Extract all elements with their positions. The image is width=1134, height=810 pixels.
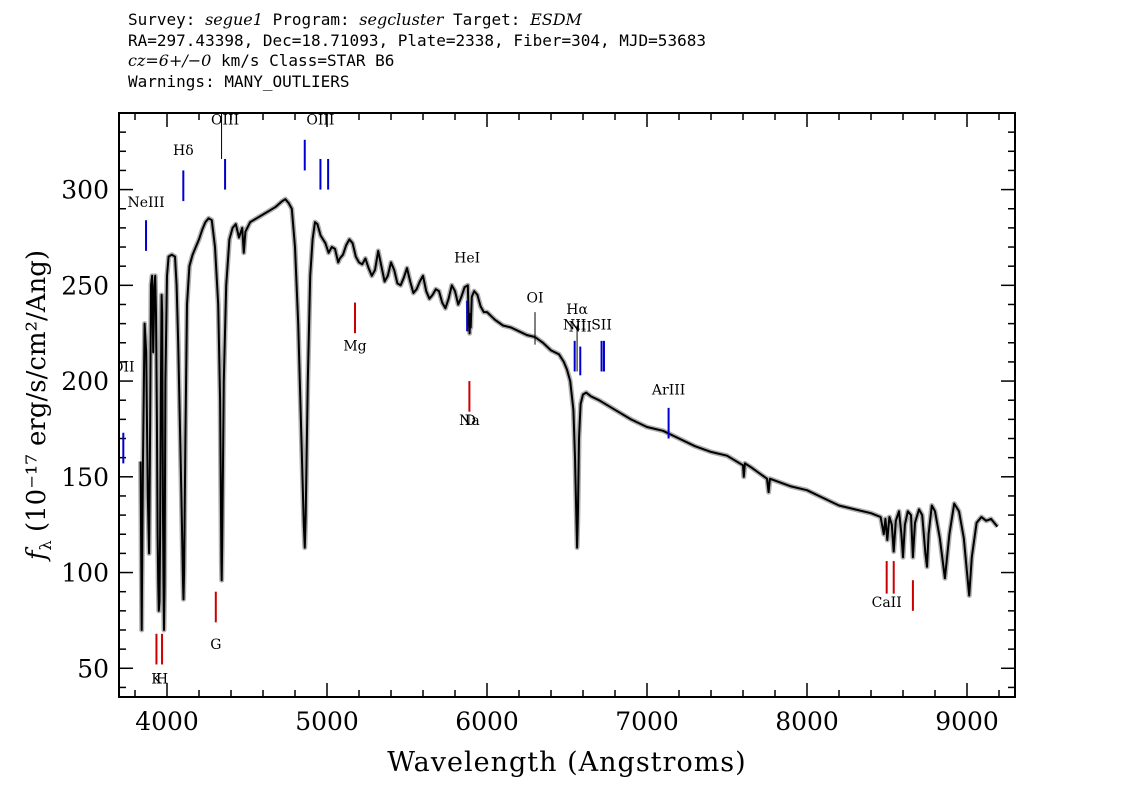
plot-frame	[118, 112, 1016, 698]
emission-label: NII	[563, 317, 586, 333]
emission-label: Hβ	[295, 90, 315, 106]
redshift-value: cz=6+/−0	[128, 51, 212, 70]
emission-label: SII	[591, 317, 612, 333]
absorption-label: K	[151, 672, 162, 688]
emission-label: ArIII	[651, 382, 685, 398]
survey-label: Survey:	[128, 10, 196, 29]
x-tick-label: 5000	[295, 707, 359, 736]
emission-label: OIII	[211, 112, 239, 128]
emission-label: HeI	[454, 250, 480, 266]
header-line-2: RA=297.43398, Dec=18.71093, Plate=2338, …	[128, 30, 706, 50]
y-tick-label: 150	[61, 463, 109, 492]
emission-label: NeIII	[127, 195, 164, 211]
header-line-4: Warnings: MANY_OUTLIERS	[128, 71, 350, 91]
emission-label: OIII	[306, 112, 334, 128]
x-tick-label: 4000	[135, 707, 199, 736]
spectrum-error-band	[138, 196, 1000, 633]
absorption-label: Na	[459, 413, 480, 429]
y-axis-label: fλ (10⁻¹⁷ erg/s/cm²/Ang)	[22, 250, 55, 562]
absorption-lines: KH G Mg NaD CaII	[151, 302, 914, 688]
absorption-label: CaII	[872, 595, 902, 611]
header-line-3: cz=6+/−0 km/s Class=STAR B6	[128, 51, 706, 72]
emission-label: OI	[526, 291, 543, 307]
emission-label: Hα	[566, 302, 588, 318]
x-tick-label: 6000	[455, 707, 519, 736]
survey-value: segue1	[205, 10, 263, 29]
emission-label: OII	[112, 359, 135, 375]
y-tick-label: 200	[61, 367, 109, 396]
program-value: segcluster	[359, 10, 444, 29]
emission-label: NII	[569, 319, 592, 335]
spectrum-group	[138, 196, 1000, 633]
emission-label: Hγ	[211, 86, 232, 102]
absorption-label: D	[465, 413, 476, 429]
absorption-label: H	[156, 672, 168, 688]
y-tick-label: 50	[77, 654, 109, 683]
absorption-label: G	[210, 637, 221, 653]
x-axis-label: Wavelength (Angstroms)	[387, 747, 746, 778]
x-tick-label: 7000	[615, 707, 679, 736]
header-line-1: Survey: segue1 Program: segcluster Targe…	[128, 10, 706, 31]
x-tick-label: 9000	[935, 707, 999, 736]
program-label: Program:	[272, 10, 350, 29]
spectrum-header: Survey: segue1 Program: segcluster Targe…	[128, 10, 706, 92]
x-tick-label: 8000	[775, 707, 839, 736]
y-tick-label: 250	[61, 271, 109, 300]
target-value: ESDM	[530, 10, 582, 29]
class-text: km/s Class=STAR B6	[211, 51, 395, 70]
emission-label: Hδ	[173, 143, 194, 159]
target-label: Target:	[453, 10, 521, 29]
absorption-label: Mg	[343, 338, 366, 354]
spectrum-line	[139, 198, 999, 631]
y-tick-label: 100	[61, 559, 109, 588]
y-tick-label: 300	[61, 176, 109, 205]
